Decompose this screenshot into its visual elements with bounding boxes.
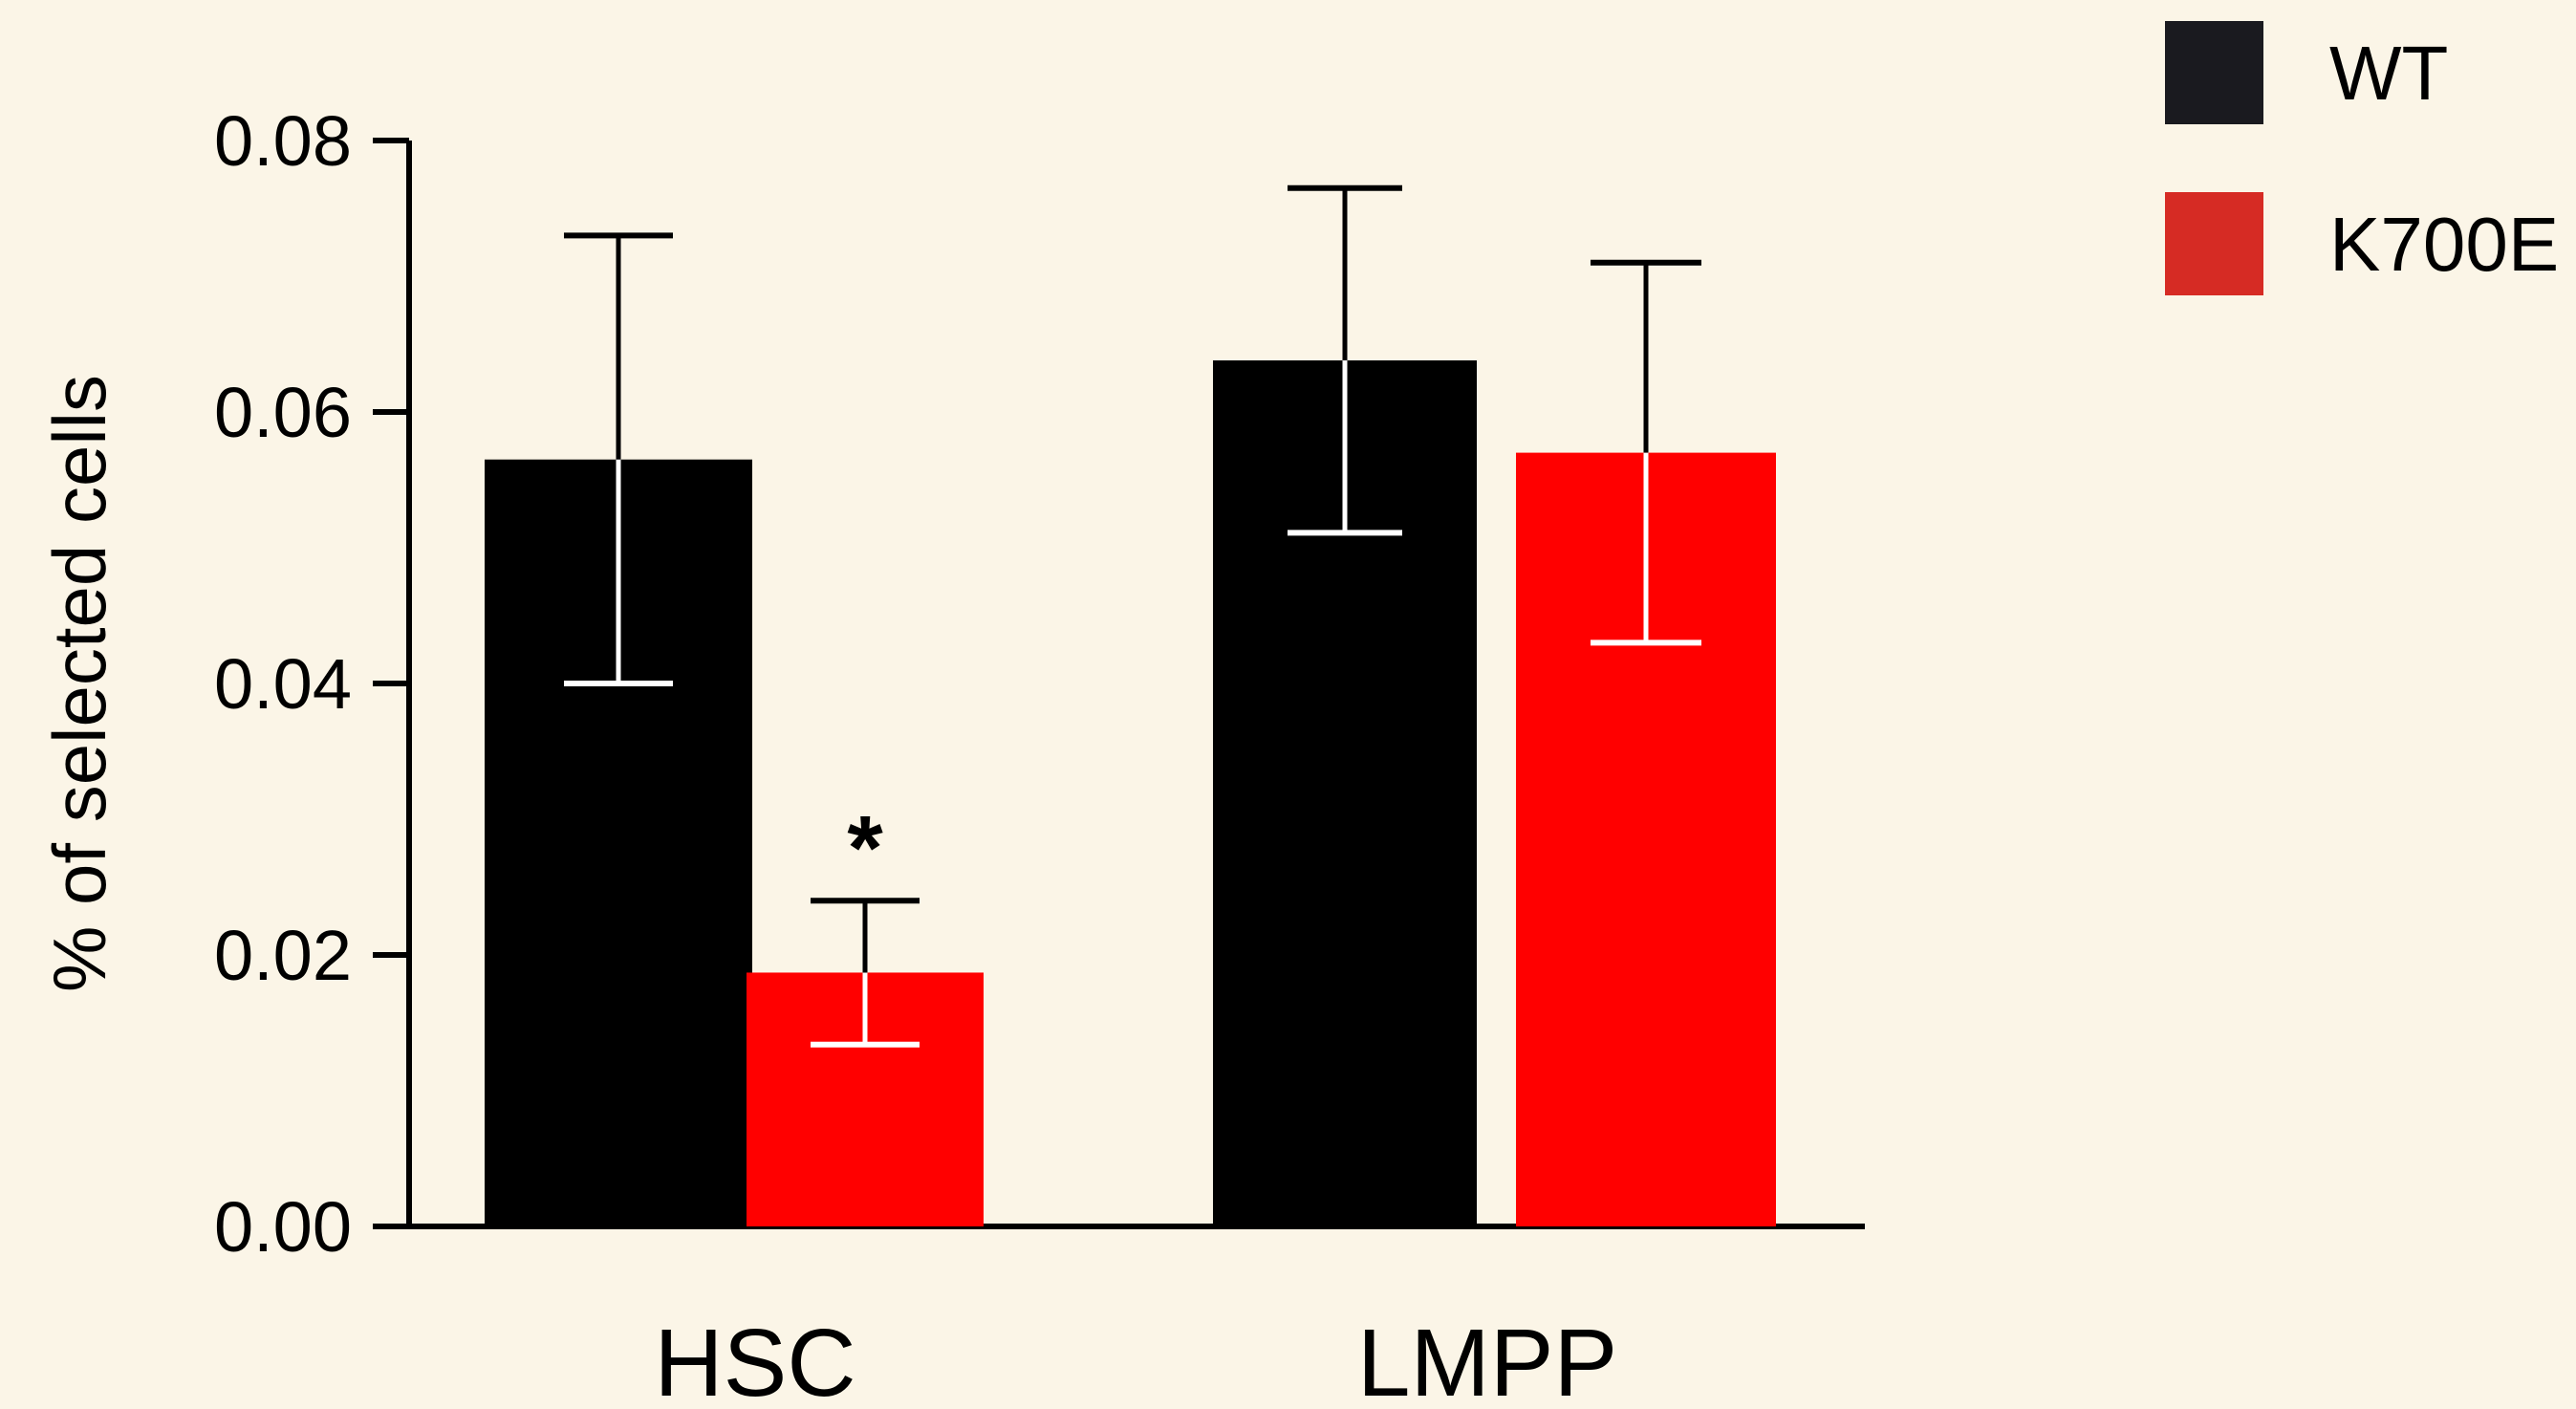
y-tick-label: 0.02 [214,916,352,995]
y-tick-label: 0.08 [214,101,352,181]
x-tick-labels: HSC LMPP [654,1310,1617,1409]
legend-label-wt: WT [2329,31,2448,116]
y-tick-label: 0.00 [214,1187,352,1267]
error-bars-group [564,184,1701,1048]
y-tick-label: 0.06 [214,373,352,452]
bars-group [485,360,1776,1227]
y-axis-title: % of selected cells [37,375,121,992]
significance-asterisk: * [847,797,883,900]
legend-swatch-k700e [2165,192,2263,295]
y-tick-label: 0.04 [214,644,352,724]
y-ticks: 0.00 0.02 0.04 0.06 0.08 [214,101,409,1267]
x-tick-label-lmpp: LMPP [1357,1310,1617,1409]
x-tick-label-hsc: HSC [654,1310,855,1409]
legend-swatch-wt [2165,21,2263,124]
annotations-group: * [847,797,883,900]
legend: WT K700E [2165,21,2559,295]
legend-label-k700e: K700E [2329,202,2559,287]
